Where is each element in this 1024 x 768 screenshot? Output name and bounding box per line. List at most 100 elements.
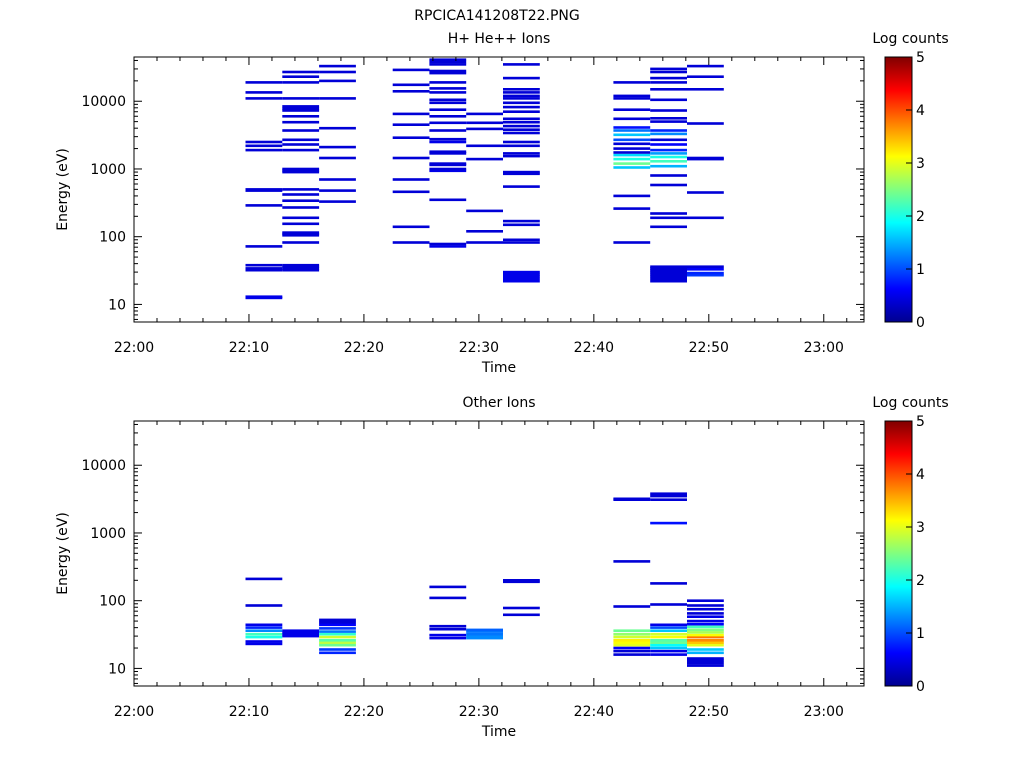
heatmap-cell — [650, 183, 687, 187]
y-tick-label: 10000 — [81, 458, 126, 474]
heatmap-cell — [429, 636, 467, 640]
heatmap-cell — [466, 632, 503, 636]
heatmap-cell — [245, 268, 283, 272]
heatmap-cell — [466, 628, 503, 632]
heatmap-cell — [282, 75, 320, 78]
heatmap-cell — [429, 167, 467, 171]
heatmap-cell — [687, 635, 724, 639]
heatmap-cell — [650, 70, 687, 74]
heatmap-cell — [429, 69, 467, 73]
y-tick-label: 10 — [108, 661, 126, 677]
heatmap-cell — [429, 129, 467, 132]
heatmap-cell — [650, 629, 687, 632]
heatmap-cell — [429, 627, 467, 631]
heatmap-cell — [245, 640, 283, 643]
colorbar-tick-label: 4 — [916, 467, 925, 483]
heatmap-cell — [245, 295, 283, 298]
heatmap-cell — [282, 97, 320, 100]
y-tick-label: 10000 — [81, 94, 126, 110]
colorbar-label: Log counts — [872, 31, 948, 47]
heatmap-cell — [282, 193, 320, 196]
heatmap-cell — [650, 649, 687, 653]
x-tick-label: 22:00 — [114, 704, 154, 720]
heatmap-cell — [503, 117, 540, 121]
heatmap-cell — [429, 81, 467, 84]
heatmap-cell — [650, 120, 687, 123]
heatmap-cell — [319, 630, 356, 633]
heatmap-cell — [282, 265, 320, 268]
heatmap-cell — [245, 140, 283, 144]
heatmap-cell — [650, 164, 687, 168]
colorbar-tick-label: 5 — [916, 50, 925, 66]
heatmap-cell — [466, 230, 503, 233]
heatmap-cell — [503, 170, 540, 174]
heatmap-cell — [503, 606, 540, 610]
heatmap-cell — [650, 626, 687, 629]
heatmap-cell — [613, 162, 651, 165]
heatmap-cell — [466, 157, 503, 161]
heatmap-cell — [429, 245, 467, 248]
heatmap-cell — [687, 273, 724, 277]
heatmap-cell — [687, 625, 724, 629]
heatmap-cell — [687, 604, 724, 607]
heatmap-cell — [650, 521, 687, 525]
colorbar: 0 1 2 3 4 5 Log counts — [872, 31, 948, 331]
heatmap-cell — [429, 91, 467, 94]
heatmap-cell — [650, 494, 687, 498]
heatmap-cell — [650, 275, 687, 278]
heatmap-cell — [503, 63, 540, 66]
heatmap-cell — [650, 653, 687, 656]
heatmap-cell — [282, 268, 320, 272]
heatmap-cell — [687, 657, 724, 660]
heatmap-cell — [503, 101, 540, 105]
heatmap-cell — [429, 242, 467, 246]
heatmap-cell — [650, 155, 687, 159]
heatmap-cell — [503, 613, 540, 617]
heatmap-cell — [245, 623, 283, 627]
heatmap-cell — [613, 560, 651, 563]
heatmap-cell — [687, 659, 724, 662]
heatmap-cell — [245, 626, 283, 629]
heatmap-cell — [650, 265, 687, 268]
heatmap-cell — [650, 268, 687, 272]
heatmap-cell — [687, 271, 724, 275]
heatmap-cell — [503, 76, 540, 80]
heatmap-cell — [282, 188, 320, 191]
heatmap-cell — [429, 98, 467, 102]
x-tick-label: 23:00 — [804, 704, 844, 720]
heatmap-cell — [319, 618, 356, 622]
heatmap-cell — [613, 632, 651, 636]
heatmap-cell — [687, 599, 724, 602]
heatmap-cell — [466, 121, 503, 125]
heatmap-cell — [319, 623, 356, 627]
heatmap-cell — [319, 648, 356, 651]
heatmap-cell — [282, 206, 320, 209]
heatmap-cell — [687, 641, 724, 644]
heatmap-cell — [503, 128, 540, 131]
heatmap-cell — [650, 148, 687, 152]
panel-title: Other Ions — [462, 395, 535, 411]
heatmap-cell — [613, 142, 651, 146]
heatmap-cell — [650, 160, 687, 163]
heatmap-cell — [503, 219, 540, 223]
heatmap-cell — [687, 648, 724, 651]
heatmap-cell — [245, 91, 283, 94]
heatmap-cell — [687, 628, 724, 632]
heatmap-cell — [650, 641, 687, 644]
heatmap-cell — [650, 98, 687, 102]
x-axis-label: Time — [481, 360, 516, 376]
heatmap-cell — [613, 653, 651, 656]
heatmap-cell — [319, 627, 356, 630]
heatmap-cell — [613, 126, 651, 129]
heatmap-cell — [319, 145, 356, 149]
plot-frame — [133, 420, 865, 687]
heatmap-cell — [650, 582, 687, 585]
heatmap-cell — [650, 492, 687, 495]
heatmap-cell — [650, 138, 687, 142]
heatmap-cell — [650, 646, 687, 650]
colorbar-frame — [884, 420, 913, 687]
heatmap-cell — [650, 174, 687, 177]
heatmap-cell — [392, 68, 430, 72]
heatmap-cell — [503, 238, 540, 242]
